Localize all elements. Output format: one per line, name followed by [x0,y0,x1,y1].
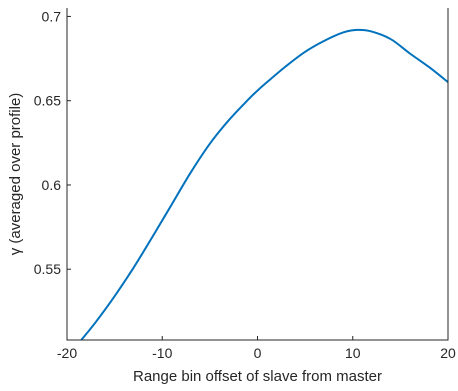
x-tick-label: -10 [152,345,172,361]
x-tick-label: 0 [254,345,262,361]
x-tick-label: 20 [440,345,456,361]
y-tick-label: 0.6 [42,177,62,193]
plot-area-frame [66,8,449,341]
series-line [80,28,449,341]
y-tick-label: 0.55 [34,261,61,277]
y-tick-label: 0.65 [34,93,61,109]
axis-ticks: -20 -10 0 10 20 0.55 0.6 0.65 0.7 [34,8,456,361]
x-axis-label: Range bin offset of slave from master [133,368,382,385]
x-tick-label: -20 [57,345,77,361]
y-tick-label: 0.7 [42,8,62,24]
y-axis-label: γ (averaged over profile) [7,93,24,256]
x-tick-label: 10 [345,345,361,361]
